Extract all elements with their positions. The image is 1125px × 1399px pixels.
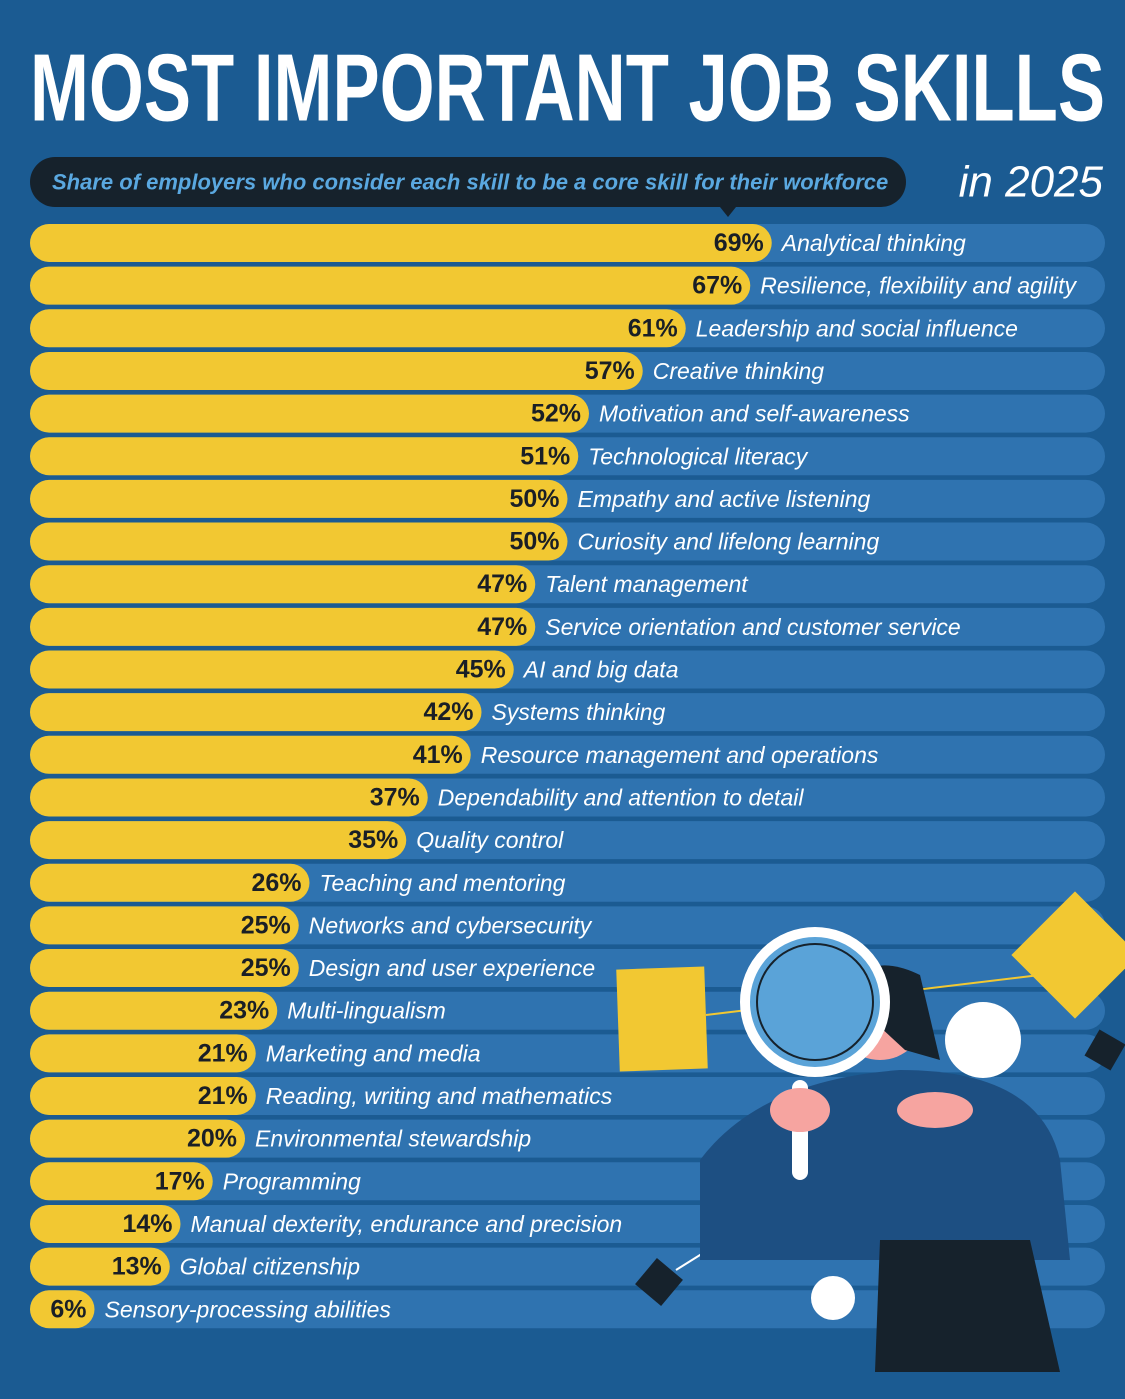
value-label: 37% — [370, 783, 420, 811]
category-label: Teaching and mentoring — [320, 870, 566, 896]
category-label: Sensory-processing abilities — [105, 1296, 392, 1322]
value-label: 50% — [509, 485, 559, 513]
value-label: 61% — [628, 314, 678, 342]
category-label: Analytical thinking — [780, 230, 966, 256]
bar — [30, 224, 772, 262]
subtitle-pointer — [720, 207, 736, 217]
deco-square-dark — [635, 1258, 683, 1306]
value-label: 23% — [219, 997, 269, 1025]
bar — [30, 394, 589, 433]
bar — [30, 693, 482, 732]
bar — [30, 1162, 213, 1201]
category-label: Programming — [223, 1168, 361, 1194]
subtitle-pill — [30, 157, 906, 207]
bar — [30, 1119, 245, 1158]
bar — [30, 607, 536, 646]
value-label: 14% — [122, 1210, 172, 1238]
bar — [30, 565, 536, 604]
subtitle: Share of employers who consider each ski… — [52, 170, 888, 195]
category-label: Marketing and media — [266, 1040, 481, 1066]
category-label: Motivation and self-awareness — [599, 401, 910, 427]
bar — [30, 778, 428, 817]
bar — [30, 1034, 256, 1073]
value-label: 47% — [477, 570, 527, 598]
category-label: Design and user experience — [309, 955, 595, 981]
category-label: Resilience, flexibility and agility — [760, 273, 1077, 299]
value-label: 26% — [251, 869, 301, 897]
bar — [30, 351, 643, 390]
deco-circle — [811, 1276, 855, 1320]
magnifier-rim — [756, 943, 874, 1061]
bar — [30, 949, 299, 988]
deco-square — [616, 966, 708, 1072]
bar — [30, 1290, 95, 1329]
value-label: 17% — [155, 1167, 205, 1195]
bar-rows: 69% Analytical thinking 67% Resilience, fle… — [30, 224, 1105, 1329]
value-label: 69% — [714, 229, 764, 257]
value-label: 47% — [477, 613, 527, 641]
value-label: 57% — [585, 357, 635, 385]
category-label: Resource management and operations — [481, 742, 879, 768]
figure-legs — [875, 1240, 1060, 1372]
bar — [30, 906, 299, 945]
deco-square-dark — [1084, 1029, 1125, 1071]
value-label: 51% — [520, 442, 570, 470]
category-label: Service orientation and customer service — [545, 614, 960, 640]
value-label: 41% — [413, 741, 463, 769]
category-label: Reading, writing and mathematics — [266, 1083, 613, 1109]
bar — [30, 522, 568, 561]
category-label: Environmental stewardship — [255, 1126, 531, 1152]
value-label: 21% — [198, 1039, 248, 1067]
value-label: 45% — [456, 656, 506, 684]
value-label: 6% — [50, 1295, 86, 1323]
figure-hand — [897, 1092, 973, 1128]
value-label: 13% — [112, 1253, 162, 1281]
bar — [30, 991, 278, 1030]
value-label: 35% — [348, 826, 398, 854]
annotation: in 2025 — [959, 158, 1104, 207]
value-label: 25% — [241, 911, 291, 939]
chart-title: MOST IMPORTANT JOB SKILLS — [30, 35, 1105, 142]
category-label: Global citizenship — [180, 1254, 360, 1280]
category-label: Multi-lingualism — [287, 998, 445, 1024]
category-label: AI and big data — [522, 657, 679, 683]
bar — [30, 437, 579, 476]
value-label: 52% — [531, 400, 581, 428]
deco-diamond — [1011, 891, 1125, 1019]
category-label: Dependability and attention to detail — [438, 784, 805, 810]
bar — [30, 735, 471, 774]
value-label: 25% — [241, 954, 291, 982]
bar — [30, 1077, 256, 1115]
value-label: 50% — [509, 528, 559, 556]
category-label: Manual dexterity, endurance and precisio… — [191, 1211, 623, 1237]
category-label: Networks and cybersecurity — [309, 912, 593, 938]
illustration — [616, 891, 1125, 1372]
value-label: 42% — [423, 698, 473, 726]
category-label: Quality control — [416, 827, 564, 853]
bar — [30, 1204, 181, 1243]
bar — [30, 309, 686, 348]
category-label: Leadership and social influence — [696, 315, 1018, 341]
category-label: Technological literacy — [588, 443, 809, 469]
category-label: Systems thinking — [492, 699, 666, 725]
figure-hand — [770, 1088, 830, 1132]
deco-circle — [945, 1002, 1021, 1078]
value-label: 20% — [187, 1125, 237, 1153]
category-label: Empathy and active listening — [578, 486, 871, 512]
category-label: Creative thinking — [653, 358, 825, 384]
bar — [30, 1247, 170, 1286]
category-label: Curiosity and lifelong learning — [578, 529, 880, 555]
magnifier — [740, 927, 890, 1077]
value-label: 67% — [692, 272, 742, 300]
bar — [30, 266, 751, 305]
bar — [30, 650, 514, 689]
category-label: Talent management — [545, 571, 749, 597]
bar — [30, 479, 568, 518]
bar — [30, 863, 310, 902]
bar — [30, 821, 407, 860]
value-label: 21% — [198, 1082, 248, 1110]
